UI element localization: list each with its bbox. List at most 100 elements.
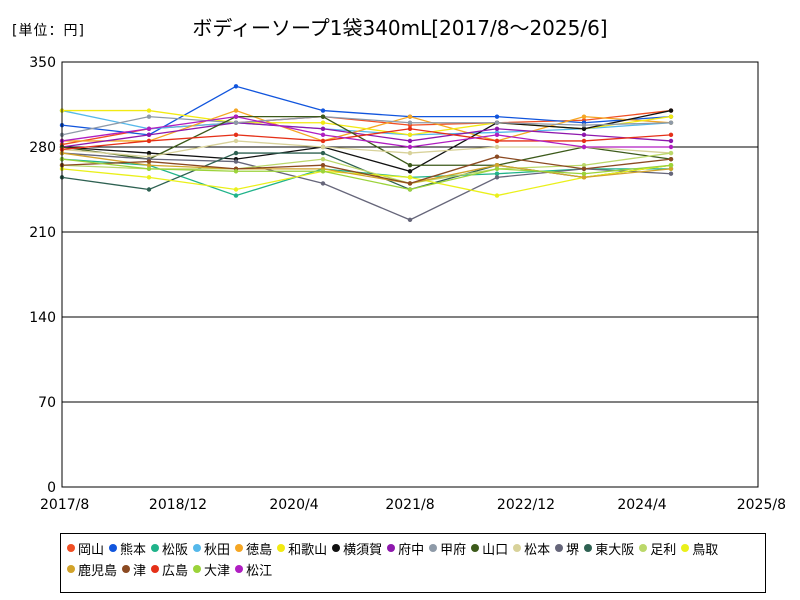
- legend-label: 広島: [162, 563, 189, 579]
- legend-item: 横須賀: [332, 539, 382, 558]
- data-point: [407, 144, 413, 150]
- legend-label: 和歌山: [288, 542, 328, 558]
- data-point: [407, 175, 413, 180]
- legend-marker: [151, 565, 160, 573]
- data-point: [320, 132, 326, 138]
- data-point: [407, 126, 413, 131]
- data-point: [146, 166, 152, 172]
- legend-label: 府中: [398, 542, 425, 558]
- legend-label: 鹿児島: [78, 563, 118, 579]
- data-point: [407, 217, 413, 223]
- data-point: [233, 138, 239, 144]
- series-line: [61, 140, 672, 158]
- data-point: [668, 108, 674, 113]
- plot-frame: [61, 61, 759, 488]
- series-line: [61, 156, 672, 185]
- legend-item: 熊本: [109, 539, 146, 558]
- data-point: [320, 156, 326, 162]
- series-line: [61, 152, 672, 221]
- data-point: [233, 120, 239, 125]
- legend-item: 松江: [235, 560, 273, 579]
- data-point: [668, 132, 674, 138]
- data-point: [494, 120, 500, 125]
- y-tick-label: 140: [29, 310, 56, 326]
- data-point: [668, 156, 674, 162]
- data-point: [146, 108, 152, 113]
- data-point: [146, 150, 152, 156]
- y-tick-label: 210: [29, 225, 56, 241]
- data-point: [581, 163, 587, 168]
- data-point: [581, 126, 587, 131]
- legend-marker: [67, 565, 75, 573]
- data-point: [494, 144, 500, 150]
- legend-item: 大津: [193, 560, 231, 579]
- data-point: [581, 171, 587, 176]
- series-line: [61, 128, 672, 151]
- data-point: [581, 175, 587, 180]
- data-point: [146, 159, 152, 164]
- legend-item: 岡山: [67, 539, 104, 558]
- legend-marker: [555, 544, 564, 552]
- data-point: [494, 138, 500, 144]
- series-line: [62, 109, 672, 142]
- legend-marker: [235, 544, 244, 552]
- data-point: [320, 120, 326, 125]
- data-point: [146, 114, 152, 119]
- data-point: [668, 138, 674, 144]
- y-tick-label: 70: [38, 395, 56, 411]
- y-tick-label: 350: [29, 55, 56, 71]
- data-point: [494, 163, 500, 168]
- legend-marker: [235, 565, 244, 573]
- data-point: [668, 166, 674, 172]
- data-point: [407, 150, 413, 156]
- x-tick-label: 2017/8: [40, 497, 89, 513]
- data-point: [668, 171, 674, 176]
- legend-label: 足利: [650, 542, 677, 558]
- series-line: [61, 109, 672, 136]
- data-point: [407, 132, 413, 138]
- data-point: [233, 132, 239, 138]
- x-tick-label: 2025/8: [737, 497, 786, 513]
- legend-item: 鹿児島: [67, 560, 118, 579]
- data-point: [494, 126, 500, 131]
- data-point: [494, 175, 500, 180]
- data-point: [320, 163, 326, 168]
- legend-label: 津: [133, 563, 147, 579]
- legend-label: 秋田: [204, 542, 231, 558]
- data-point: [494, 193, 500, 198]
- legend-item: 東大阪: [584, 539, 635, 558]
- series-line: [61, 152, 672, 185]
- data-point: [320, 126, 326, 131]
- data-point: [494, 114, 500, 119]
- legend-label: 松江: [246, 563, 273, 579]
- data-point: [320, 181, 326, 186]
- legend-item: 堺: [555, 539, 579, 558]
- legend-label: 大津: [204, 563, 231, 579]
- legend-label: 徳島: [246, 542, 273, 558]
- legend-marker: [681, 544, 690, 552]
- legend-item: 徳島: [235, 539, 273, 558]
- data-point: [581, 132, 587, 138]
- data-point: [668, 150, 674, 156]
- data-point: [494, 166, 500, 172]
- data-point: [407, 138, 413, 144]
- legend-item: 甲府: [429, 539, 466, 558]
- data-point: [146, 132, 152, 138]
- data-point: [581, 114, 587, 119]
- data-point: [233, 108, 239, 113]
- x-tick-label: 2024/4: [617, 497, 666, 513]
- legend-marker: [122, 565, 131, 573]
- legend-marker: [387, 544, 396, 552]
- data-point: [320, 144, 326, 150]
- data-point: [233, 150, 239, 156]
- data-point: [320, 108, 326, 113]
- legend-label: 松本: [524, 542, 551, 558]
- data-point: [320, 150, 326, 156]
- data-point: [233, 114, 239, 119]
- unit-label: [単位：円]: [12, 23, 85, 39]
- data-point: [581, 122, 587, 128]
- data-point: [494, 154, 500, 159]
- legend-label: 東大阪: [595, 542, 635, 558]
- data-point: [494, 171, 500, 176]
- data-point: [146, 187, 152, 192]
